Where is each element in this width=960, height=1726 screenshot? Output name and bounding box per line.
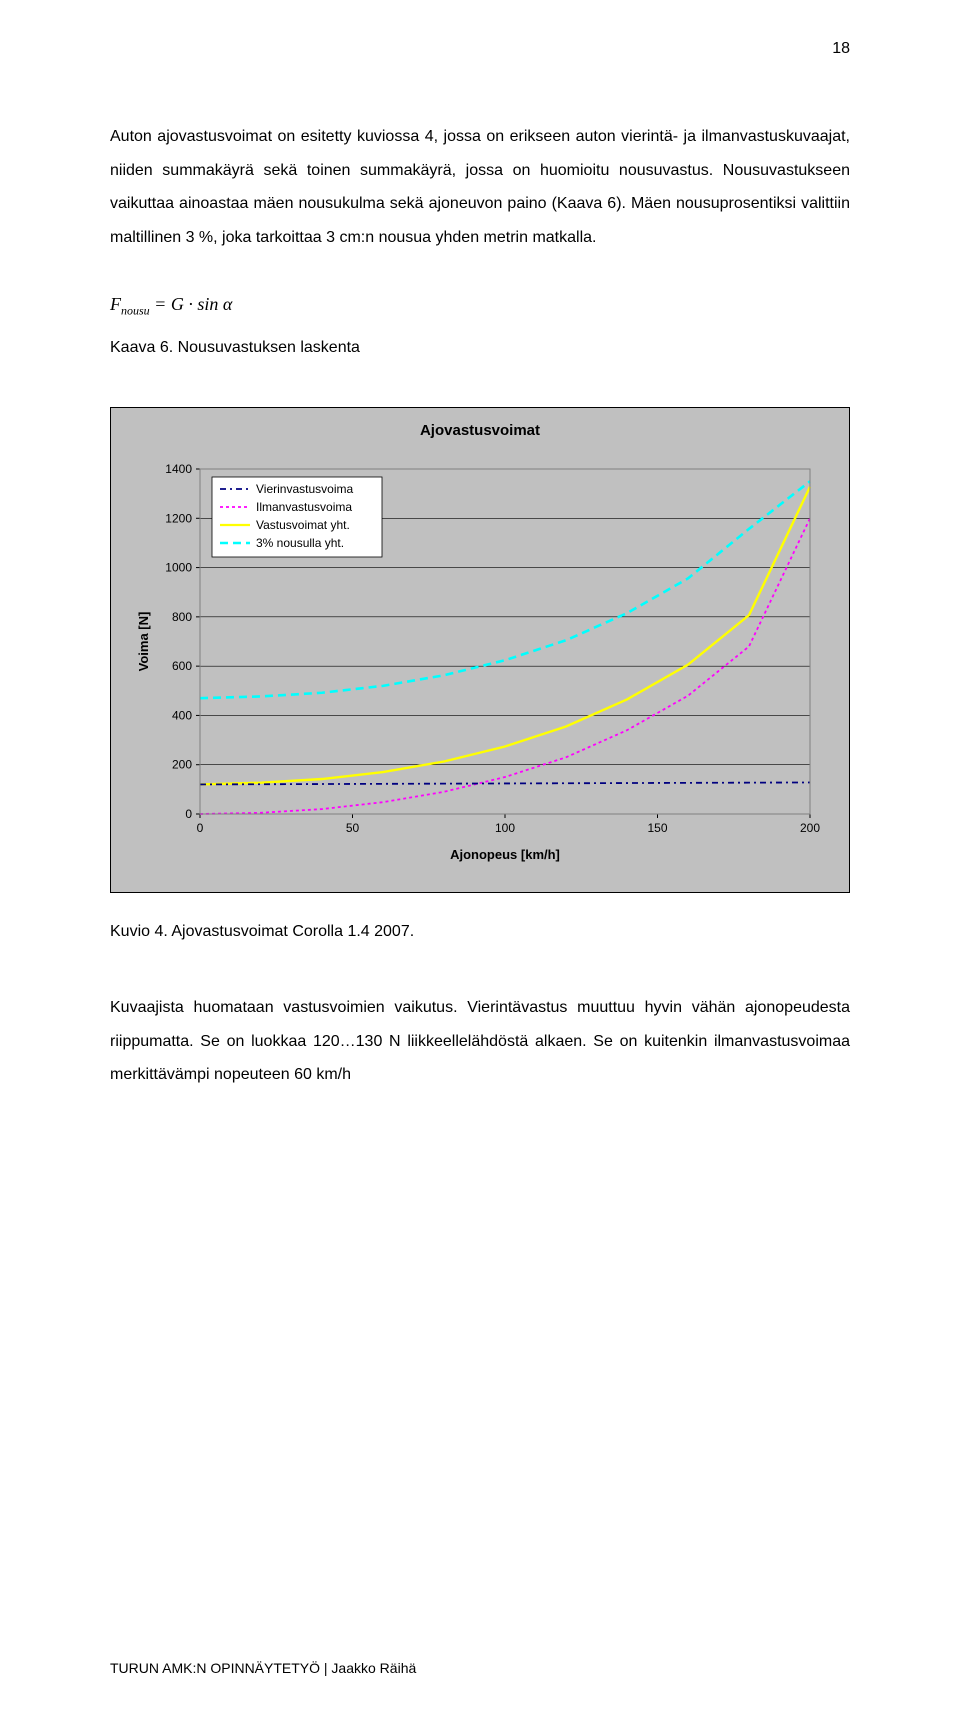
svg-text:100: 100	[495, 821, 515, 835]
svg-text:1000: 1000	[165, 561, 192, 575]
svg-text:400: 400	[172, 708, 192, 722]
svg-text:150: 150	[647, 821, 667, 835]
svg-text:Vastusvoimat yht.: Vastusvoimat yht.	[256, 518, 350, 532]
paragraph-2: Kuvaajista huomataan vastusvoimien vaiku…	[110, 991, 850, 1092]
svg-text:0: 0	[197, 821, 204, 835]
chart-title: Ajovastusvoimat	[129, 422, 831, 439]
caption-kaava6: Kaava 6. Nousuvastuksen laskenta	[110, 339, 850, 357]
svg-text:Vierinvastusvoima: Vierinvastusvoima	[256, 482, 353, 496]
svg-text:800: 800	[172, 610, 192, 624]
svg-text:200: 200	[172, 758, 192, 772]
svg-text:1200: 1200	[165, 511, 192, 525]
paragraph-1: Auton ajovastusvoimat on esitetty kuvios…	[110, 120, 850, 254]
svg-text:3% nousulla yht.: 3% nousulla yht.	[256, 536, 344, 550]
caption-kuvio4: Kuvio 4. Ajovastusvoimat Corolla 1.4 200…	[110, 923, 850, 941]
svg-text:50: 50	[346, 821, 360, 835]
page-number: 18	[832, 40, 850, 58]
svg-text:Voima [N]: Voima [N]	[136, 612, 151, 672]
chart-container: Ajovastusvoimat 020040060080010001200140…	[110, 407, 850, 893]
svg-text:Ilmanvastusvoima: Ilmanvastusvoima	[256, 500, 352, 514]
svg-text:1400: 1400	[165, 462, 192, 476]
svg-text:Ajonopeus [km/h]: Ajonopeus [km/h]	[450, 847, 560, 862]
svg-text:0: 0	[185, 807, 192, 821]
svg-text:200: 200	[800, 821, 820, 835]
chart-svg: 0 200 400 600 800 1000 1200 1400 0 50 100 150 200 Ajo…	[129, 449, 831, 869]
footer-text: TURUN AMK:N OPINNÄYTETYÖ | Jaakko Räihä	[110, 1660, 416, 1676]
formula-nousu: Fnousu = G · sin α	[110, 294, 850, 319]
svg-text:600: 600	[172, 659, 192, 673]
